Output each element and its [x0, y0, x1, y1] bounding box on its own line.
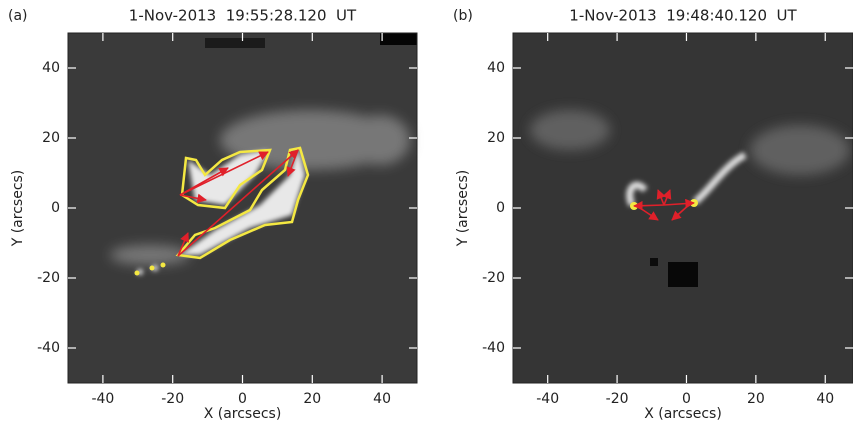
y-tick-label: -40 [37, 340, 60, 356]
y-tick-label: -40 [482, 340, 505, 356]
x-tick-label: -20 [161, 391, 184, 407]
x-tick-label: -20 [606, 391, 629, 407]
y-tick-label: -20 [37, 270, 60, 286]
chart-title: 1-Nov-2013 19:55:28.120 UT [129, 7, 357, 25]
x-axis-label: X (arcsecs) [644, 406, 722, 422]
image-b [530, 110, 850, 287]
x-tick-label: 40 [373, 391, 391, 407]
x-tick-label: 20 [303, 391, 321, 407]
x-tick-label: 40 [816, 391, 834, 407]
x-tick-label: -40 [91, 391, 114, 407]
x-tick-label: 20 [747, 391, 765, 407]
y-tick-label: -20 [482, 270, 505, 286]
y-axis-label: Y (arcsecs) [10, 170, 26, 248]
y-tick-label: 40 [487, 60, 505, 76]
y-tick-label: 20 [487, 130, 505, 146]
y-tick-label: 0 [51, 200, 60, 216]
y-tick-label: 0 [496, 200, 505, 216]
chart-title: 1-Nov-2013 19:48:40.120 UT [569, 7, 797, 25]
x-tick-label: -40 [536, 391, 559, 407]
x-tick-label: 0 [238, 391, 247, 407]
x-axis-label: X (arcsecs) [204, 406, 282, 422]
image-background [68, 33, 417, 383]
image-background [513, 33, 853, 383]
y-axis-label: Y (arcsecs) [455, 170, 471, 248]
image-a [110, 33, 417, 276]
panel-label: (a) [8, 8, 28, 24]
panel-label: (b) [453, 8, 473, 24]
y-tick-label: 20 [42, 130, 60, 146]
x-tick-label: 0 [682, 391, 691, 407]
y-tick-label: 40 [42, 60, 60, 76]
